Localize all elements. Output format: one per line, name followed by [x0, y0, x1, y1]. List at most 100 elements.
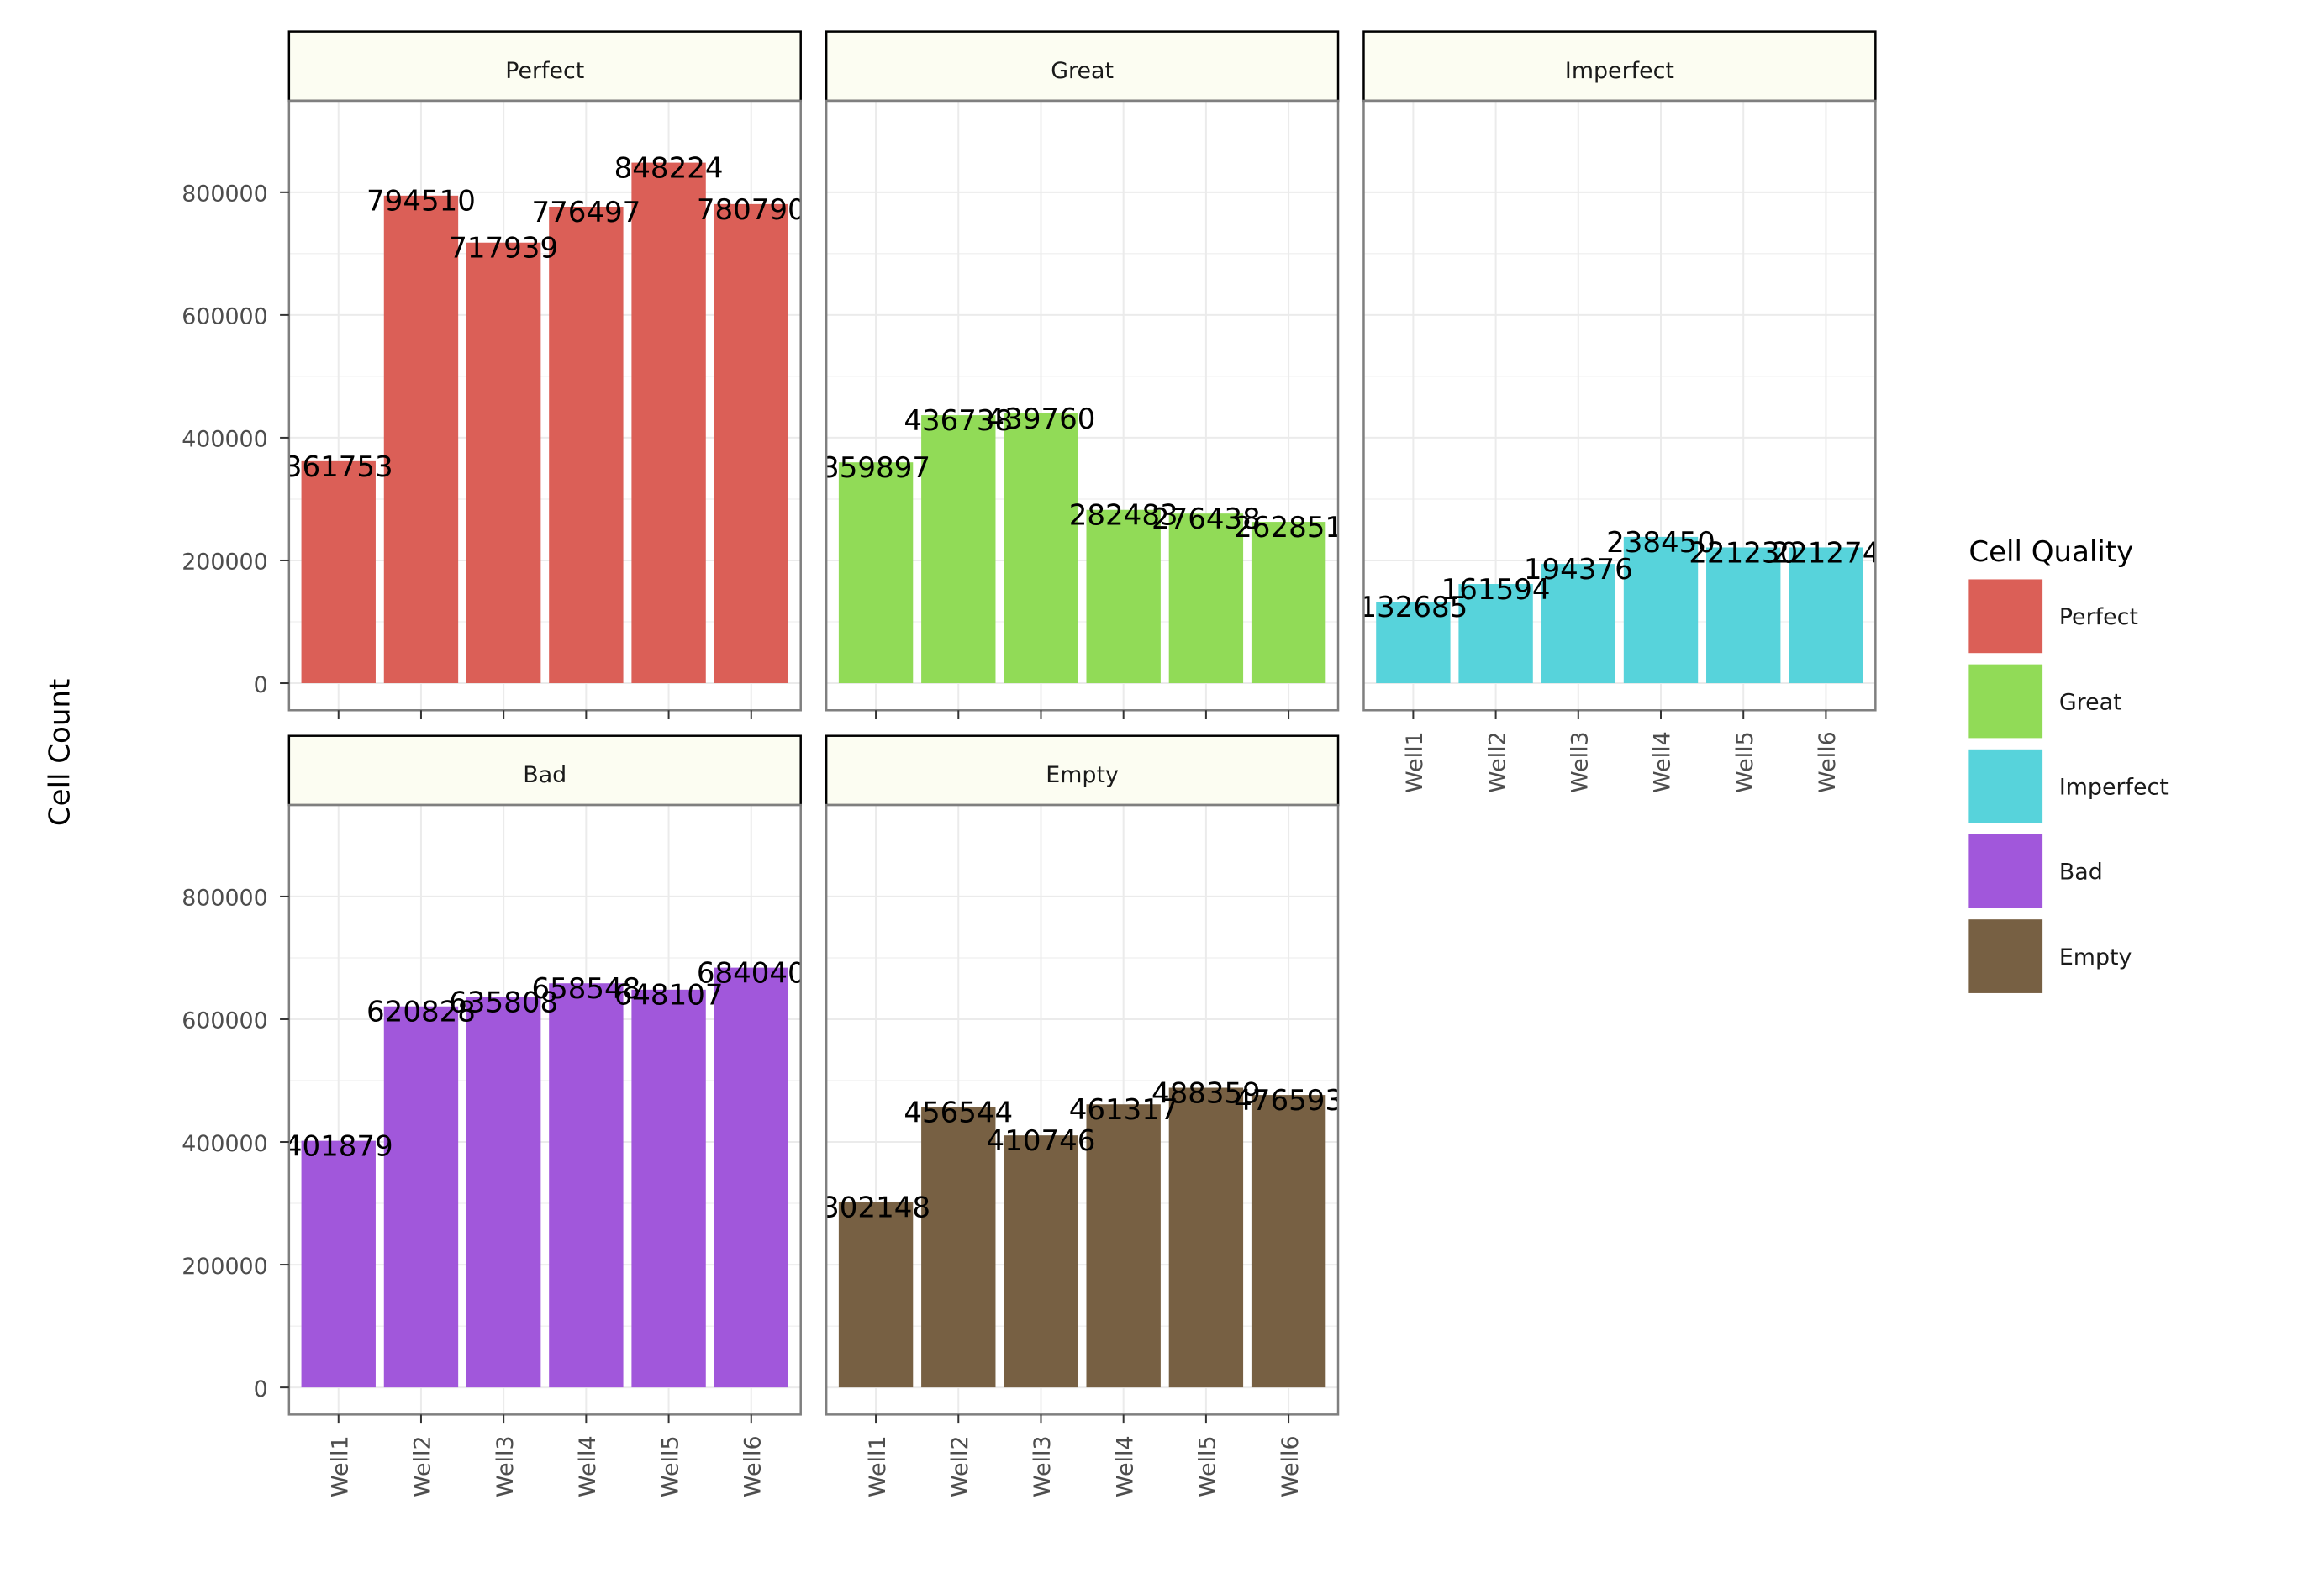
bar-bad-well2	[383, 1006, 459, 1388]
facet-strip-label: Imperfect	[1565, 58, 1674, 84]
panel-border	[825, 803, 1340, 1416]
legend-key-bad	[1968, 834, 2043, 908]
panel-border	[287, 99, 802, 712]
bar-great-well1	[838, 462, 914, 684]
facet-strip-label: Great	[1051, 58, 1114, 84]
data-label: 456544	[904, 1097, 1013, 1130]
bar-perfect-well1	[301, 460, 376, 684]
data-label: 684040	[697, 957, 806, 991]
facet-strip	[825, 30, 1340, 103]
legend-label-imperfect: Imperfect	[2059, 775, 2169, 801]
data-label: 658548	[531, 972, 640, 1006]
bar-perfect-well5	[631, 162, 706, 684]
data-label: 635808	[449, 986, 558, 1020]
x-tick-label: Well3	[493, 1435, 519, 1497]
data-label: 132685	[1358, 591, 1468, 624]
data-label: 488359	[1151, 1076, 1261, 1110]
y-tick-label: 200000	[182, 1254, 268, 1280]
x-tick-label: Well5	[1195, 1435, 1221, 1497]
legend-label-empty: Empty	[2059, 944, 2132, 971]
facet-strip-label: Empty	[1046, 762, 1119, 788]
x-tick-label: Well2	[947, 1435, 973, 1497]
panel-border	[1362, 99, 1877, 712]
bar-perfect-well6	[714, 203, 788, 684]
legend-label-perfect: Perfect	[2059, 604, 2138, 630]
facet-strip	[825, 734, 1340, 807]
data-label: 302148	[821, 1191, 930, 1224]
data-label: 794510	[366, 185, 476, 218]
panel-border	[287, 803, 802, 1416]
y-tick-label: 600000	[182, 304, 268, 330]
legend-key-great	[1968, 664, 2043, 739]
bar-imperfect-well2	[1458, 584, 1533, 684]
data-label: 439760	[987, 402, 1096, 436]
legend: Cell Quality Perfect Great Imperfect Bad Empt…	[1968, 535, 2169, 993]
bar-imperfect-well1	[1376, 602, 1451, 684]
bar-empty-well4	[1086, 1104, 1161, 1388]
data-label: 410746	[987, 1124, 1096, 1158]
y-axis-title: Cell Count	[43, 679, 76, 826]
data-label: 401879	[284, 1130, 393, 1164]
bar-empty-well3	[1004, 1135, 1078, 1388]
facet-strip	[287, 734, 802, 807]
x-tick-label: Well5	[1732, 731, 1758, 793]
data-label: 461317	[1069, 1093, 1178, 1127]
facet-strip	[287, 30, 802, 103]
data-label: 648107	[614, 979, 724, 1013]
x-tick-label: Well4	[1650, 731, 1676, 793]
bar-perfect-well4	[549, 206, 624, 684]
bar-bad-well4	[549, 983, 624, 1388]
x-tick-label: Well4	[575, 1435, 601, 1497]
data-label: 436738	[904, 404, 1013, 438]
bar-empty-well5	[1168, 1087, 1244, 1388]
y-tick-label: 400000	[182, 1131, 268, 1157]
x-tick-label: Well4	[1112, 1435, 1138, 1497]
data-label: 282483	[1069, 499, 1178, 533]
legend-label-bad: Bad	[2059, 860, 2103, 886]
bar-perfect-well2	[383, 195, 459, 684]
bar-imperfect-well4	[1623, 536, 1699, 684]
x-tick-label: Well1	[328, 1435, 354, 1497]
legend-key-imperfect	[1968, 749, 2043, 823]
x-tick-label: Well6	[740, 1435, 767, 1497]
facet-strip-label: Bad	[523, 762, 567, 788]
y-tick-label: 800000	[182, 182, 268, 208]
bar-empty-well6	[1251, 1095, 1326, 1388]
bar-bad-well3	[466, 997, 541, 1388]
x-tick-label: Well3	[1030, 1435, 1056, 1497]
x-tick-label: Well3	[1568, 731, 1594, 793]
data-label: 238450	[1606, 526, 1715, 560]
data-label: 221274	[1771, 536, 1880, 570]
data-label: 161594	[1441, 573, 1551, 607]
legend-key-empty	[1968, 919, 2043, 993]
x-tick-label: Well1	[1402, 731, 1428, 793]
bar-perfect-well3	[466, 242, 541, 684]
facet-strip-label: Perfect	[505, 58, 584, 84]
bar-great-well6	[1251, 522, 1326, 684]
data-label: 221230	[1689, 536, 1798, 570]
data-label: 776497	[531, 196, 640, 229]
x-tick-label: Well5	[657, 1435, 683, 1497]
data-label: 361753	[284, 450, 393, 484]
bar-bad-well1	[301, 1140, 376, 1388]
bar-empty-well2	[921, 1107, 996, 1388]
data-label: 780790	[697, 193, 806, 227]
bar-imperfect-well3	[1541, 564, 1615, 684]
bar-imperfect-well5	[1706, 547, 1781, 684]
legend-label-great: Great	[2059, 689, 2122, 715]
data-label: 848224	[614, 152, 724, 186]
panel-border	[825, 99, 1340, 712]
y-tick-label: 400000	[182, 427, 268, 453]
data-label: 476593	[1234, 1084, 1343, 1118]
x-tick-label: Well2	[410, 1435, 436, 1497]
bar-bad-well5	[631, 989, 706, 1388]
x-tick-label: Well1	[865, 1435, 891, 1497]
